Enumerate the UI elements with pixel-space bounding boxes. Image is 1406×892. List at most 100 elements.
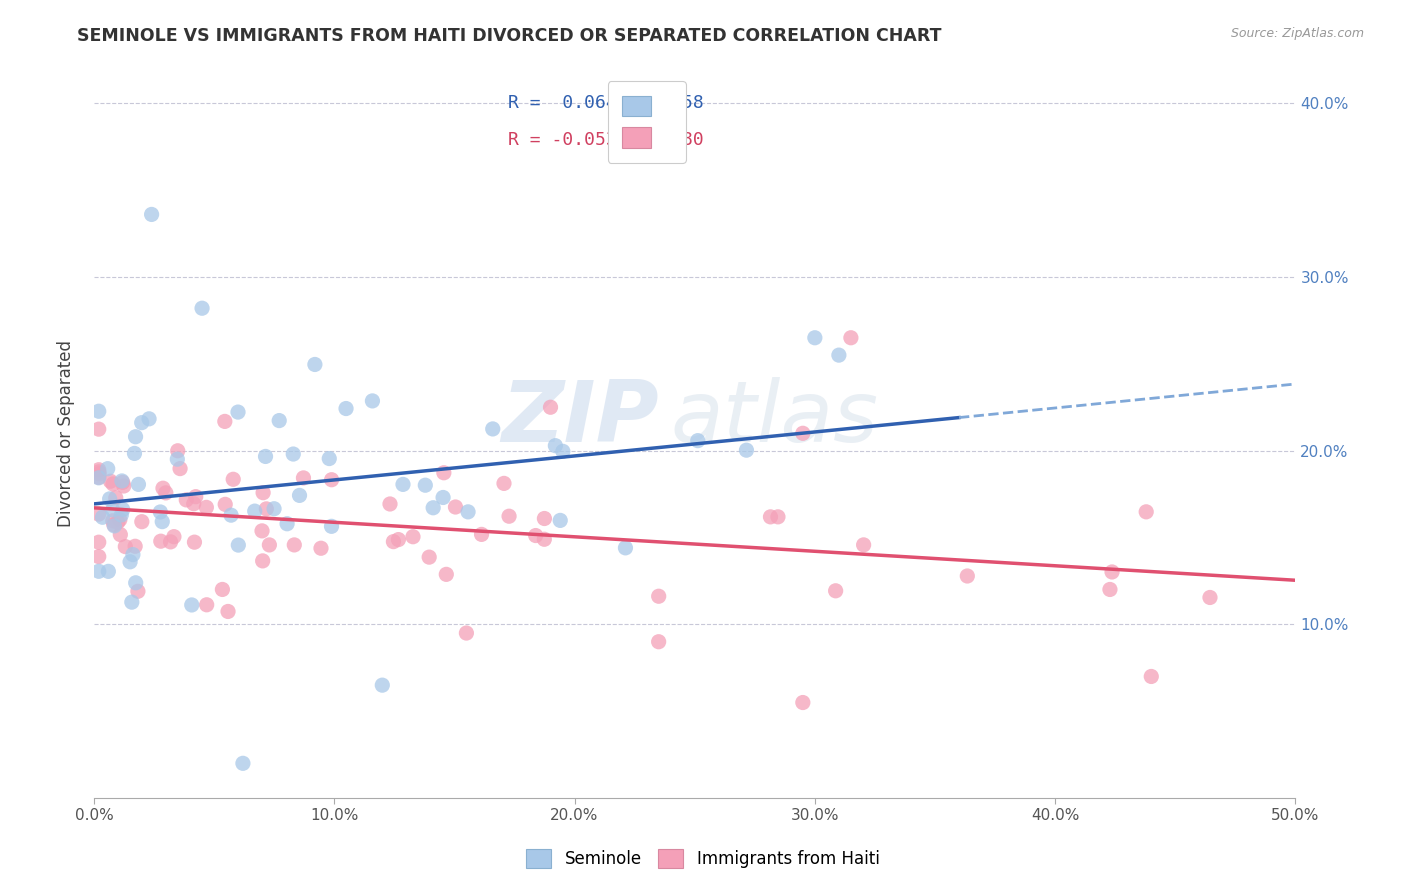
Point xyxy=(548,513,571,527)
Point xyxy=(169,461,191,475)
Point xyxy=(304,358,326,372)
Point xyxy=(614,541,637,555)
Point xyxy=(433,466,456,480)
Point xyxy=(150,515,173,529)
Point xyxy=(1199,591,1222,605)
Point xyxy=(87,535,110,549)
Point xyxy=(103,519,125,533)
Point xyxy=(254,501,277,516)
Point xyxy=(524,528,547,542)
Point xyxy=(127,584,149,599)
Point xyxy=(149,505,172,519)
Text: Source: ZipAtlas.com: Source: ZipAtlas.com xyxy=(1230,27,1364,40)
Point xyxy=(1101,565,1123,579)
Point xyxy=(839,331,862,345)
Point xyxy=(551,444,574,458)
Point xyxy=(217,605,239,619)
Point xyxy=(87,549,110,564)
Point xyxy=(91,510,114,524)
Point xyxy=(283,447,305,461)
Point xyxy=(124,539,146,553)
Point xyxy=(318,451,340,466)
Text: SEMINOLE VS IMMIGRANTS FROM HAITI DIVORCED OR SEPARATED CORRELATION CHART: SEMINOLE VS IMMIGRANTS FROM HAITI DIVORC… xyxy=(77,27,942,45)
Point xyxy=(100,474,122,488)
Point xyxy=(828,348,851,362)
Point xyxy=(413,478,436,492)
Point xyxy=(371,678,394,692)
Point xyxy=(195,500,218,515)
Point xyxy=(166,443,188,458)
Legend: Seminole, Immigrants from Haiti: Seminole, Immigrants from Haiti xyxy=(520,843,886,875)
Point xyxy=(191,301,214,316)
Point xyxy=(252,554,274,568)
Point xyxy=(422,500,444,515)
Point xyxy=(174,492,197,507)
Point xyxy=(87,507,110,521)
Point xyxy=(292,471,315,485)
Point xyxy=(103,517,125,532)
Point xyxy=(243,504,266,518)
Point xyxy=(131,515,153,529)
Point xyxy=(110,508,132,522)
Point xyxy=(759,509,782,524)
Point xyxy=(125,575,148,590)
Point xyxy=(98,491,121,506)
Point xyxy=(361,393,384,408)
Point xyxy=(647,589,669,603)
Point xyxy=(250,524,273,538)
Y-axis label: Divorced or Separated: Divorced or Separated xyxy=(58,340,75,527)
Point xyxy=(1098,582,1121,597)
Point xyxy=(222,472,245,486)
Point xyxy=(804,331,827,345)
Point xyxy=(195,598,218,612)
Point xyxy=(263,501,285,516)
Point xyxy=(470,527,492,541)
Point xyxy=(533,533,555,547)
Point xyxy=(124,430,146,444)
Point xyxy=(335,401,357,416)
Point xyxy=(432,491,454,505)
Point xyxy=(87,404,110,418)
Point xyxy=(214,497,236,511)
Point xyxy=(392,477,415,491)
Point xyxy=(122,548,145,562)
Point xyxy=(110,527,132,541)
Point xyxy=(101,514,124,528)
Point xyxy=(121,595,143,609)
Point xyxy=(544,439,567,453)
Point xyxy=(131,416,153,430)
Point xyxy=(792,426,814,441)
Point xyxy=(309,541,332,556)
Point xyxy=(87,422,110,436)
Point xyxy=(219,508,242,523)
Point xyxy=(1140,669,1163,683)
Point xyxy=(288,488,311,502)
Point xyxy=(183,535,205,549)
Point xyxy=(378,497,401,511)
Point xyxy=(127,477,149,491)
Point xyxy=(180,598,202,612)
Point xyxy=(214,414,236,428)
Point xyxy=(228,538,250,552)
Point xyxy=(540,401,562,415)
Text: atlas: atlas xyxy=(671,377,879,460)
Point xyxy=(533,511,555,525)
Point xyxy=(852,538,875,552)
Point xyxy=(254,450,277,464)
Point xyxy=(101,503,124,517)
Point xyxy=(956,569,979,583)
Point xyxy=(104,491,127,505)
Point xyxy=(418,550,440,565)
Point xyxy=(97,565,120,579)
Point xyxy=(686,434,709,448)
Point xyxy=(283,538,305,552)
Point xyxy=(112,479,135,493)
Point xyxy=(124,446,146,460)
Point xyxy=(101,477,124,491)
Point xyxy=(87,564,110,578)
Point xyxy=(211,582,233,597)
Point xyxy=(387,533,409,547)
Point xyxy=(498,509,520,524)
Point xyxy=(647,634,669,648)
Point xyxy=(1135,505,1157,519)
